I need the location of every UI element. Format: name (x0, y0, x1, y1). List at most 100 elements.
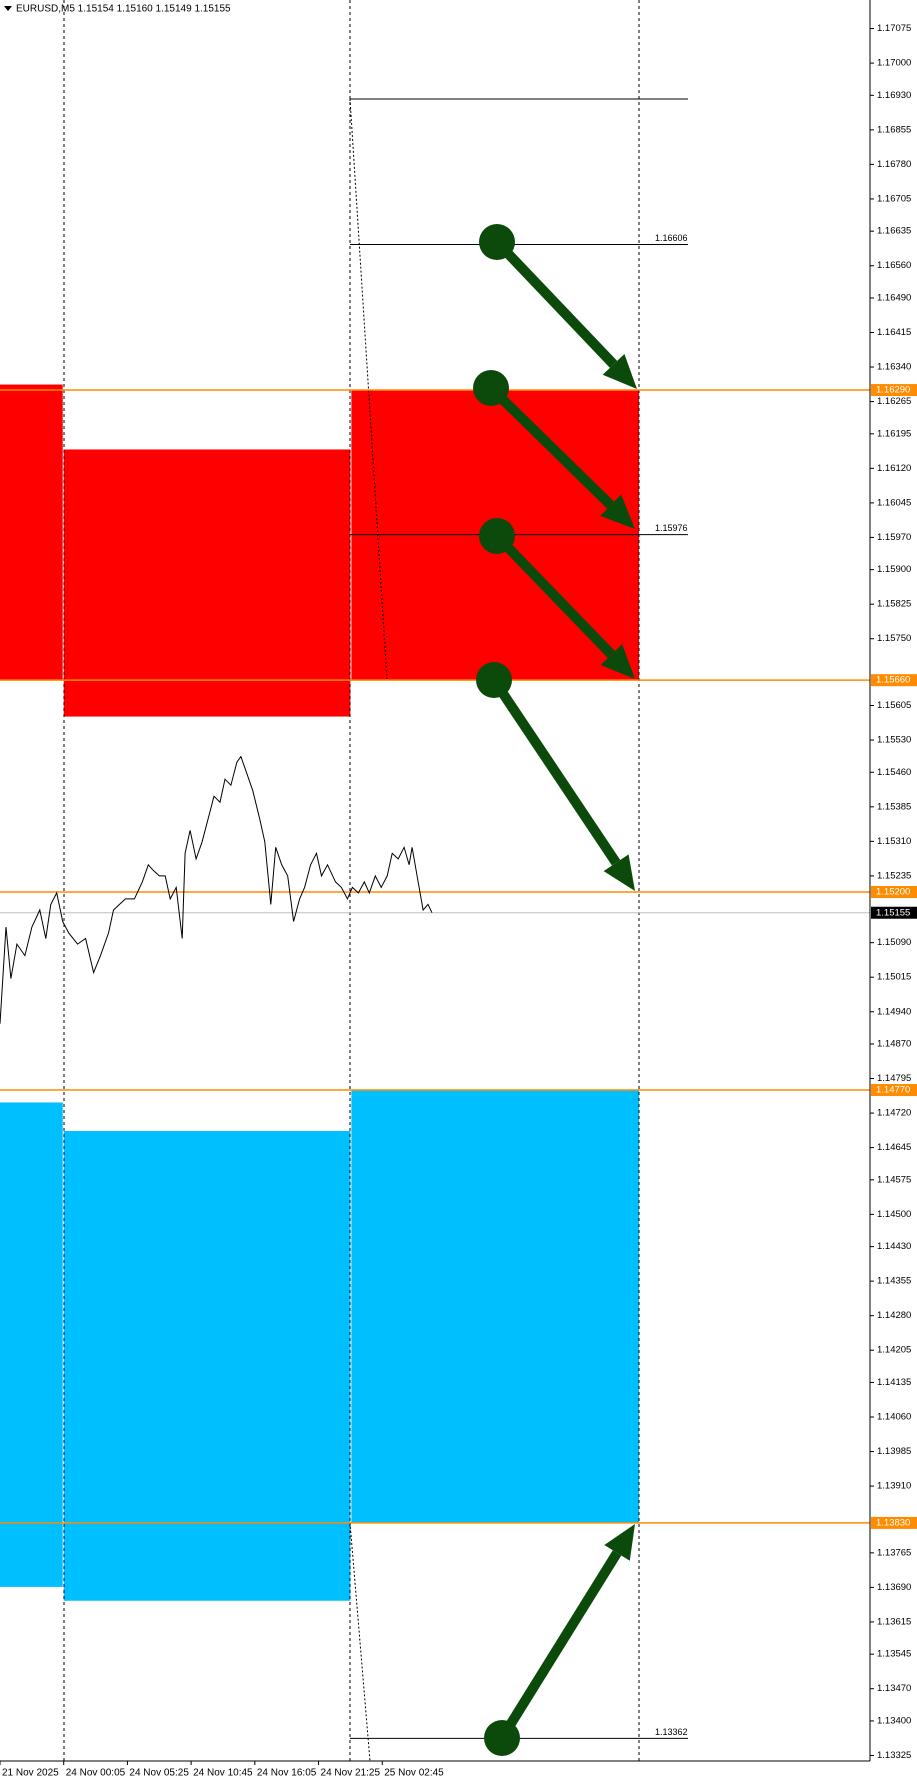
arrow-origin (479, 224, 515, 260)
y-tick-label: 1.15900 (877, 564, 911, 575)
y-tick-label: 1.15385 (877, 801, 911, 812)
y-tick-label: 1.15750 (877, 633, 911, 644)
y-tick-label: 1.16780 (877, 159, 911, 170)
y-tick-label: 1.14205 (877, 1345, 911, 1356)
y-tick-label: 1.16415 (877, 327, 911, 338)
arrow-head (602, 354, 637, 389)
zone (351, 1090, 640, 1523)
arrows (473, 224, 637, 1756)
y-tick-label: 1.14430 (877, 1241, 911, 1252)
time-axis (0, 1761, 917, 1783)
y-tick-label: 1.14500 (877, 1209, 911, 1220)
y-tick-label: 1.15825 (877, 599, 911, 610)
x-tick-label: 24 Nov 00:05 (66, 1768, 126, 1779)
price-label-box (871, 1516, 917, 1529)
fib-label: 1.13362 (655, 1727, 688, 1737)
y-tick-label: 1.16340 (877, 362, 911, 373)
arrow-shaft (489, 677, 621, 866)
y-tick-label: 1.15605 (877, 700, 911, 711)
y-tick-label: 1.16635 (877, 226, 911, 237)
arrow-shaft (497, 1550, 622, 1741)
zone (63, 1131, 351, 1601)
y-tick-label: 1.15090 (877, 937, 911, 948)
y-tick-label: 1.16855 (877, 124, 911, 135)
levels: 1.16606 1.15976 1.13362 (0, 98, 870, 1739)
y-tick-label: 1.13765 (877, 1547, 911, 1558)
y-tick-label: 1.15970 (877, 532, 911, 543)
arrow-head (604, 1524, 635, 1561)
y-tick-label: 1.15235 (877, 870, 911, 881)
price-label-box (871, 674, 917, 687)
chart-title: EURUSD,M5 1.15154 1.15160 1.15149 1.1515… (16, 4, 231, 15)
y-tick-label: 1.14060 (877, 1412, 911, 1423)
x-tick-label: 25 Nov 02:45 (384, 1768, 444, 1779)
y-tick-label: 1.14645 (877, 1142, 911, 1153)
arrow-origin (479, 518, 515, 554)
fib-label: 1.15976 (655, 523, 688, 533)
y-tick-label: 1.13400 (877, 1715, 911, 1726)
arrow-shaft (487, 384, 615, 509)
x-tick-label: 21 Nov 2025 (2, 1768, 59, 1779)
arrow-head (600, 494, 635, 529)
fib-trendline (349, 98, 388, 680)
price-label-box (871, 886, 917, 899)
y-tick-label: 1.14575 (877, 1174, 911, 1185)
y-tick-label: 1.17000 (877, 58, 911, 69)
y-tick-label: 1.14940 (877, 1006, 911, 1017)
arrow-origin (476, 662, 512, 698)
price-series (0, 755, 433, 1024)
price-label: 1.15660 (876, 675, 910, 686)
y-tick-label: 1.13325 (877, 1750, 911, 1761)
y-tick-label: 1.16560 (877, 260, 911, 271)
price-label-box (871, 384, 917, 397)
y-tick-label: 1.16195 (877, 428, 911, 439)
y-tick-label: 1.15530 (877, 735, 911, 746)
arrow-shaft (493, 238, 618, 368)
y-tick-label: 1.14280 (877, 1310, 911, 1321)
x-tick-label: 24 Nov 21:25 (321, 1768, 381, 1779)
fib-label: 1.16606 (655, 233, 688, 243)
price-label: 1.16290 (876, 385, 910, 396)
zones (0, 384, 640, 1601)
y-tick-label: 1.16045 (877, 497, 911, 508)
arrow-shaft (493, 532, 615, 659)
price-label: 1.15155 (876, 907, 910, 918)
arrow-origin (484, 1720, 520, 1756)
arrow-head (600, 644, 635, 679)
y-tick-label: 1.14720 (877, 1108, 911, 1119)
y-tick-label: 1.13690 (877, 1582, 911, 1593)
y-tick-label: 1.14795 (877, 1073, 911, 1084)
zone (0, 1102, 63, 1587)
y-tick-label: 1.15015 (877, 972, 911, 983)
price-label: 1.13830 (876, 1517, 910, 1528)
y-tick-label: 1.15460 (877, 767, 911, 778)
y-tick-label: 1.14870 (877, 1038, 911, 1049)
y-tick-label: 1.14355 (877, 1276, 911, 1287)
y-tick-label: 1.16930 (877, 90, 911, 101)
x-tick-label: 24 Nov 16:05 (257, 1768, 317, 1779)
y-tick-label: 1.17075 (877, 23, 911, 34)
price-label-box (871, 1084, 917, 1097)
y-tick-label: 1.16120 (877, 463, 911, 474)
y-tick-label: 1.14135 (877, 1377, 911, 1388)
y-tick-label: 1.13545 (877, 1649, 911, 1660)
price-label: 1.14770 (876, 1085, 910, 1096)
zone (63, 449, 351, 717)
y-tick-label: 1.13985 (877, 1446, 911, 1457)
y-tick-label: 1.13910 (877, 1481, 911, 1492)
zone (0, 384, 63, 681)
price-label: 1.15200 (876, 887, 910, 898)
chart-objects (63, 0, 640, 1762)
y-tick-label: 1.16705 (877, 193, 911, 204)
y-tick-label: 1.16490 (877, 292, 911, 303)
y-tick-label: 1.13615 (877, 1616, 911, 1627)
symbol-menu[interactable] (4, 6, 12, 11)
arrow-origin (473, 370, 509, 406)
price-label-box (871, 906, 917, 919)
arrow-head (603, 854, 635, 891)
x-tick-label: 24 Nov 10:45 (193, 1768, 253, 1779)
y-tick-label: 1.16265 (877, 396, 911, 407)
